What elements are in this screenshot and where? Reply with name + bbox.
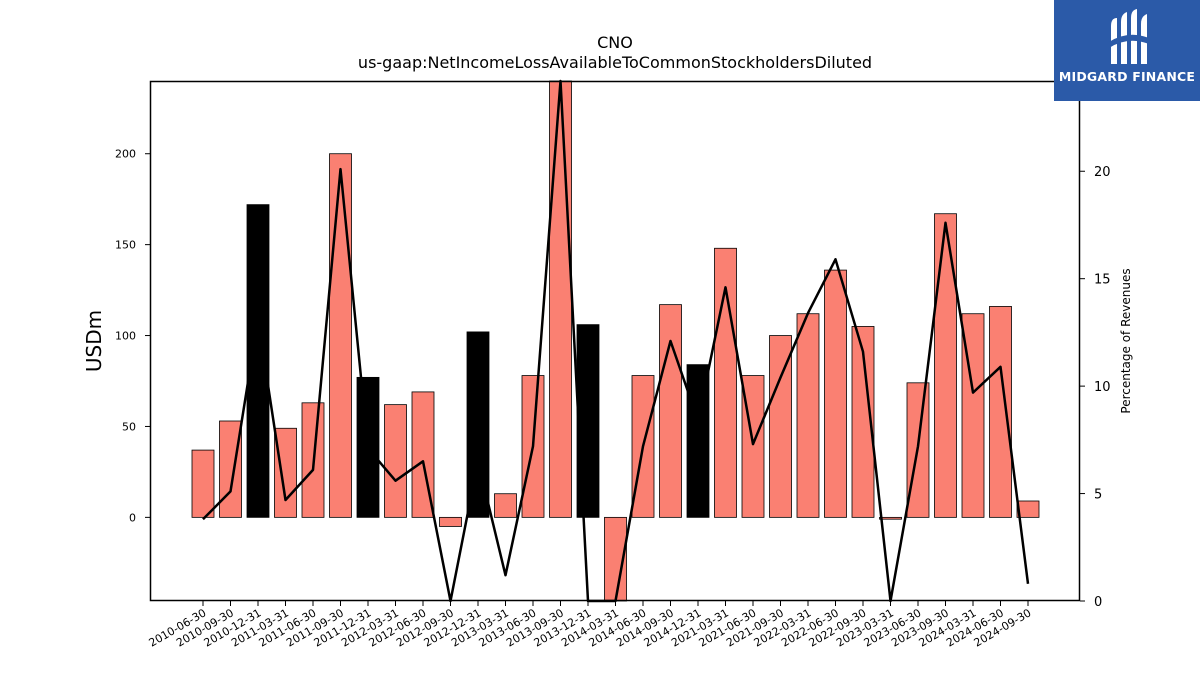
chart-title: CNO	[597, 33, 633, 52]
bar-2023-03-31	[879, 516, 902, 520]
bar-2011-09-30	[329, 153, 352, 518]
bar-2013-09-30	[549, 80, 572, 518]
plot-frame	[149, 80, 1081, 602]
y2-tick-label: 15	[1094, 273, 1111, 288]
chart-subtitle: us-gaap:NetIncomeLossAvailableToCommonSt…	[358, 53, 872, 72]
y2-axis-label: Percentage of Revenues	[1119, 268, 1133, 413]
left-axis-ticks: 0 50 100 150 200	[115, 148, 150, 524]
y-tick-label: 150	[115, 239, 136, 252]
y-axis-label: USDm	[82, 310, 106, 372]
bar-group	[191, 80, 1040, 602]
midgard-logo-icon	[1109, 9, 1149, 64]
bar-2012-12-31	[466, 331, 490, 518]
brand-logo-text: MIDGARD FINANCE	[1058, 69, 1196, 84]
y-tick-label: 200	[115, 148, 136, 161]
brand-logo: MIDGARD FINANCE	[1054, 0, 1200, 101]
y-tick-label: 50	[122, 420, 136, 433]
bar-2010-06-30	[191, 449, 215, 518]
y2-tick-label: 5	[1094, 488, 1102, 503]
bar-2010-12-31	[246, 204, 270, 518]
y-tick-label: 0	[129, 511, 136, 524]
bar-2024-06-30	[989, 306, 1012, 518]
bar-2023-09-30	[934, 213, 957, 518]
bar-2013-03-31	[494, 493, 517, 518]
bar-2013-12-31	[576, 324, 600, 518]
y2-tick-label: 0	[1094, 595, 1102, 610]
bar-2022-06-30	[824, 269, 847, 518]
y2-tick-label: 20	[1094, 165, 1111, 180]
bar-2014-09-30	[659, 304, 682, 518]
bar-2022-03-31	[796, 313, 820, 518]
right-axis-ticks: 0 5 10 15 20	[1080, 165, 1111, 610]
bar-2012-09-30	[439, 516, 462, 527]
bar-2024-09-30	[1016, 500, 1040, 518]
bar-2021-09-30	[769, 335, 792, 518]
bar-2010-09-30	[219, 420, 242, 518]
x-axis-ticks: 2010-06-302010-09-302010-12-312011-03-31…	[147, 601, 1034, 650]
y2-tick-label: 10	[1094, 380, 1111, 395]
bar-2012-03-31	[384, 404, 407, 518]
y-tick-label: 100	[115, 330, 136, 343]
bar-2022-09-30	[851, 326, 875, 518]
